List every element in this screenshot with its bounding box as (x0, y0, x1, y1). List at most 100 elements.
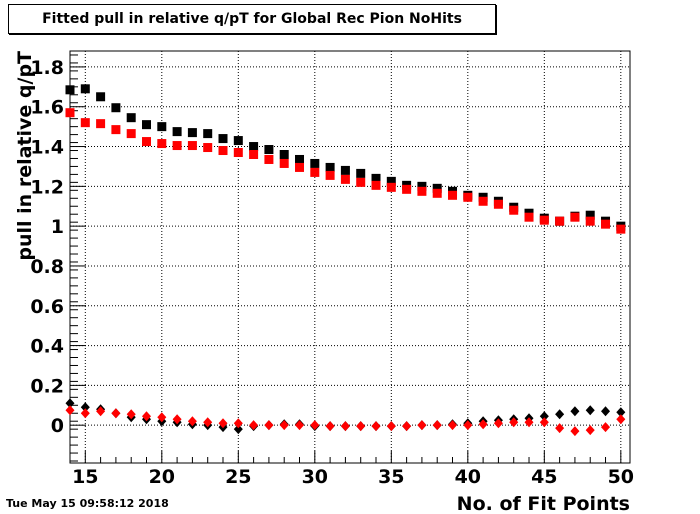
x-tick-label: 35 (378, 466, 404, 488)
x-tick-label: 30 (302, 466, 328, 488)
data-point-diamond (356, 421, 366, 432)
data-point-diamond (570, 406, 580, 417)
data-point-square (111, 125, 121, 135)
x-tick-label: 25 (225, 466, 251, 488)
data-point-diamond (264, 420, 274, 431)
data-point-diamond (616, 407, 626, 418)
data-point-square (493, 199, 503, 209)
data-point-square (417, 181, 427, 191)
data-point-square (233, 136, 243, 146)
data-point-square (279, 158, 289, 168)
y-tick-label: 1 (51, 216, 64, 238)
data-point-diamond (65, 405, 75, 416)
data-point-diamond (570, 426, 580, 437)
timestamp: Tue May 15 09:58:12 2018 (6, 497, 169, 510)
data-point-square (325, 170, 335, 180)
y-tick-label: 0.8 (30, 256, 64, 278)
data-point-diamond (249, 420, 259, 431)
y-axis-title: pull in relative q/pT (14, 51, 36, 261)
data-point-diamond (555, 423, 565, 434)
data-point-square (203, 143, 213, 153)
x-axis-title: No. of Fit Points (457, 493, 630, 514)
data-point-diamond (601, 406, 611, 417)
data-point-diamond (111, 408, 121, 419)
data-point-square (96, 92, 106, 102)
data-point-square (386, 182, 396, 192)
data-point-diamond (601, 422, 611, 433)
axis-ticks (69, 54, 622, 463)
data-point-square (96, 119, 106, 129)
data-point-square (65, 108, 75, 118)
data-point-square (555, 216, 565, 226)
data-point-square (340, 165, 350, 175)
data-point-diamond (340, 421, 350, 432)
data-point-square (448, 190, 458, 200)
data-point-square (187, 141, 197, 151)
data-point-square (111, 103, 121, 113)
data-point-square (371, 173, 381, 183)
data-point-diamond (386, 421, 396, 432)
data-point-diamond (371, 421, 381, 432)
data-point-diamond (585, 425, 595, 436)
data-point-diamond (65, 398, 75, 409)
data-point-square (524, 212, 534, 222)
data-point-diamond (616, 414, 626, 425)
data-point-square (616, 224, 626, 234)
data-point-diamond (279, 420, 289, 431)
data-point-diamond (126, 409, 136, 420)
data-point-diamond (218, 418, 228, 429)
data-point-diamond (203, 417, 213, 428)
data-point-square (172, 141, 182, 151)
data-point-square (463, 192, 473, 202)
data-point-diamond (80, 402, 90, 413)
data-point-square (233, 148, 243, 158)
data-point-square (340, 174, 350, 184)
data-point-square (402, 184, 412, 194)
y-tick-label: 1.6 (30, 97, 64, 119)
x-tick-label: 50 (608, 466, 634, 488)
data-point-square (585, 216, 595, 226)
data-point-diamond (233, 424, 243, 435)
data-point-square (157, 122, 167, 132)
data-point-diamond (310, 420, 320, 431)
x-tick-label: 45 (531, 466, 557, 488)
data-point-square (310, 158, 320, 168)
data-point-diamond (417, 420, 427, 431)
data-point-square (279, 149, 289, 159)
data-point-square (432, 188, 442, 198)
data-point-diamond (463, 420, 473, 431)
data-point-diamond (539, 411, 549, 422)
data-point-diamond (493, 418, 503, 429)
y-tick-label: 1.2 (30, 176, 64, 198)
data-point-diamond (539, 417, 549, 428)
data-point-square (249, 142, 259, 152)
x-tick-label: 40 (455, 466, 481, 488)
data-point-diamond (432, 420, 442, 431)
y-tick-label: 0.6 (30, 296, 64, 318)
data-markers (65, 84, 626, 437)
data-point-diamond (524, 417, 534, 428)
data-point-square (539, 215, 549, 225)
data-point-square (509, 205, 519, 215)
data-point-square (601, 219, 611, 229)
data-point-diamond (80, 408, 90, 419)
data-point-square (187, 128, 197, 138)
data-point-diamond (233, 418, 243, 429)
data-point-square (585, 210, 595, 220)
data-point-square (295, 154, 305, 164)
data-point-square (203, 129, 213, 139)
data-point-square (264, 154, 274, 164)
series-2 (65, 108, 626, 234)
data-point-diamond (142, 411, 152, 422)
data-point-diamond (402, 421, 412, 432)
data-point-square (386, 176, 396, 186)
data-point-square (295, 162, 305, 172)
y-tick-label: 0 (51, 415, 64, 437)
data-point-square (356, 177, 366, 187)
data-point-square (218, 134, 228, 144)
data-point-diamond (509, 417, 519, 428)
x-tick-label: 15 (72, 466, 98, 488)
y-tick-label: 1.4 (30, 137, 64, 159)
y-tick-label: 1.8 (30, 57, 64, 79)
data-point-square (142, 137, 152, 147)
